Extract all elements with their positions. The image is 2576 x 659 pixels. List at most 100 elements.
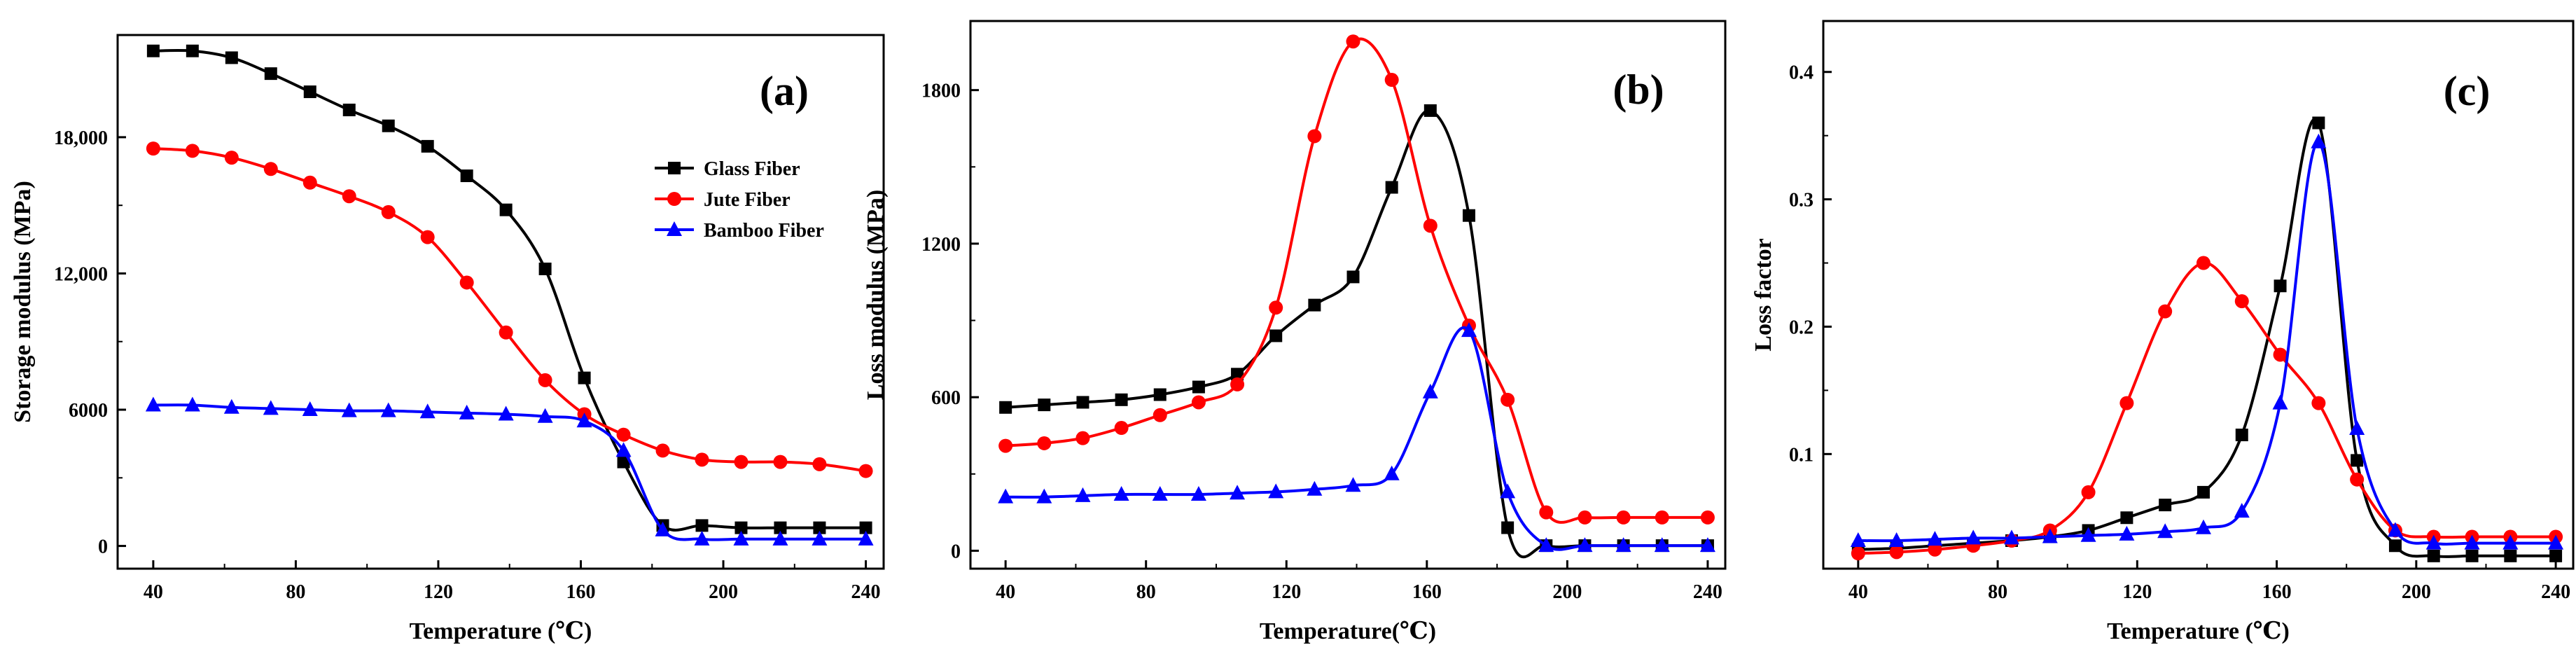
series-line bbox=[153, 403, 866, 541]
series-glass-fiber bbox=[146, 44, 872, 534]
data-point bbox=[1308, 298, 1321, 312]
series-line bbox=[153, 48, 866, 532]
data-point bbox=[2158, 304, 2173, 319]
data-point bbox=[2003, 529, 2019, 545]
data-point bbox=[1462, 209, 1475, 222]
x-tick-label: 200 bbox=[709, 581, 738, 603]
data-point bbox=[421, 139, 434, 153]
y-tick-label: 6000 bbox=[69, 400, 108, 422]
y-axis-title: Storage modulus (MPa) bbox=[10, 181, 36, 423]
data-point bbox=[538, 262, 552, 275]
data-point bbox=[381, 204, 396, 219]
data-point bbox=[341, 402, 357, 417]
data-point bbox=[2387, 522, 2403, 537]
data-point bbox=[223, 398, 239, 414]
data-point bbox=[1037, 436, 1052, 450]
data-point bbox=[1345, 477, 1361, 492]
x-tick-label: 240 bbox=[851, 581, 881, 603]
data-point bbox=[733, 530, 749, 546]
data-point bbox=[2235, 429, 2248, 442]
data-point bbox=[2549, 549, 2563, 562]
data-point bbox=[1538, 537, 1554, 553]
data-point bbox=[2157, 523, 2173, 539]
data-point bbox=[1422, 383, 1438, 398]
data-point bbox=[858, 464, 873, 478]
x-tick-label: 160 bbox=[566, 581, 595, 603]
data-point bbox=[185, 144, 200, 158]
data-point bbox=[460, 169, 473, 183]
data-point bbox=[1501, 521, 1515, 534]
data-point bbox=[1346, 270, 1360, 284]
x-tick-label: 240 bbox=[2541, 581, 2570, 603]
data-point bbox=[1231, 368, 1244, 381]
legend-marker bbox=[668, 162, 681, 174]
data-point bbox=[1615, 537, 1631, 553]
data-point bbox=[1851, 546, 1865, 561]
data-point bbox=[302, 175, 317, 190]
y-tick-label: 0.1 bbox=[1789, 444, 1813, 466]
data-point bbox=[1307, 129, 1322, 144]
data-point bbox=[225, 51, 238, 64]
data-point bbox=[1191, 395, 1206, 410]
data-point bbox=[224, 151, 239, 165]
data-point bbox=[1889, 545, 1904, 560]
panel-label: (b) bbox=[1613, 67, 1664, 113]
data-point bbox=[2427, 549, 2440, 562]
data-point bbox=[1152, 486, 1168, 501]
data-point bbox=[499, 203, 513, 216]
y-tick-label: 0 bbox=[98, 536, 108, 558]
x-axis-title: Temperature (℃) bbox=[2107, 618, 2290, 644]
series-glass-fiber bbox=[999, 104, 1714, 559]
data-point bbox=[498, 405, 514, 421]
x-tick-label: 80 bbox=[1136, 581, 1156, 603]
data-point bbox=[2196, 485, 2210, 499]
data-point bbox=[1501, 392, 1515, 407]
series-jute-fiber bbox=[1851, 256, 2563, 561]
x-tick-label: 40 bbox=[1849, 581, 1868, 603]
data-point bbox=[145, 396, 161, 412]
data-point bbox=[499, 325, 513, 340]
data-point bbox=[1384, 465, 1400, 480]
x-axis-title: Temperature(℃) bbox=[1260, 618, 1436, 644]
data-point bbox=[1423, 218, 1437, 233]
x-tick-label: 120 bbox=[424, 581, 453, 603]
data-point bbox=[2274, 279, 2287, 293]
data-point bbox=[1192, 380, 1205, 394]
legend-label: Glass Fiber bbox=[704, 158, 800, 180]
data-point bbox=[146, 141, 160, 156]
data-point bbox=[263, 400, 279, 415]
data-point bbox=[2388, 539, 2402, 553]
data-point bbox=[2042, 528, 2058, 543]
legend: Glass Fiber Jute Fiber Bamboo Fiber bbox=[655, 158, 824, 242]
data-point bbox=[459, 275, 474, 290]
y-tick-label: 0.4 bbox=[1789, 62, 1813, 84]
series-line bbox=[1005, 326, 1708, 551]
plot-frame bbox=[969, 20, 1727, 570]
data-point bbox=[184, 396, 200, 412]
data-point bbox=[1230, 377, 1245, 391]
data-point bbox=[2119, 396, 2134, 410]
data-point bbox=[2195, 519, 2211, 534]
data-point bbox=[2502, 534, 2519, 550]
data-point bbox=[1616, 510, 1631, 525]
data-point bbox=[2425, 534, 2442, 550]
data-point bbox=[2504, 549, 2517, 562]
data-point bbox=[1075, 487, 1091, 502]
data-point bbox=[1655, 510, 1669, 525]
data-point bbox=[342, 104, 356, 117]
y-tick-label: 18,000 bbox=[54, 127, 108, 149]
data-point bbox=[459, 404, 475, 419]
data-point bbox=[655, 443, 670, 458]
data-point bbox=[998, 488, 1014, 504]
x-tick-label: 240 bbox=[1693, 581, 1722, 603]
data-point bbox=[1654, 537, 1670, 553]
panel-label: (c) bbox=[2444, 68, 2491, 114]
data-point bbox=[302, 401, 318, 417]
data-point bbox=[1230, 485, 1246, 500]
data-point bbox=[2349, 419, 2365, 435]
data-point bbox=[1423, 104, 1437, 117]
data-point bbox=[380, 402, 396, 417]
data-point bbox=[858, 530, 874, 546]
data-point bbox=[1578, 510, 1592, 525]
